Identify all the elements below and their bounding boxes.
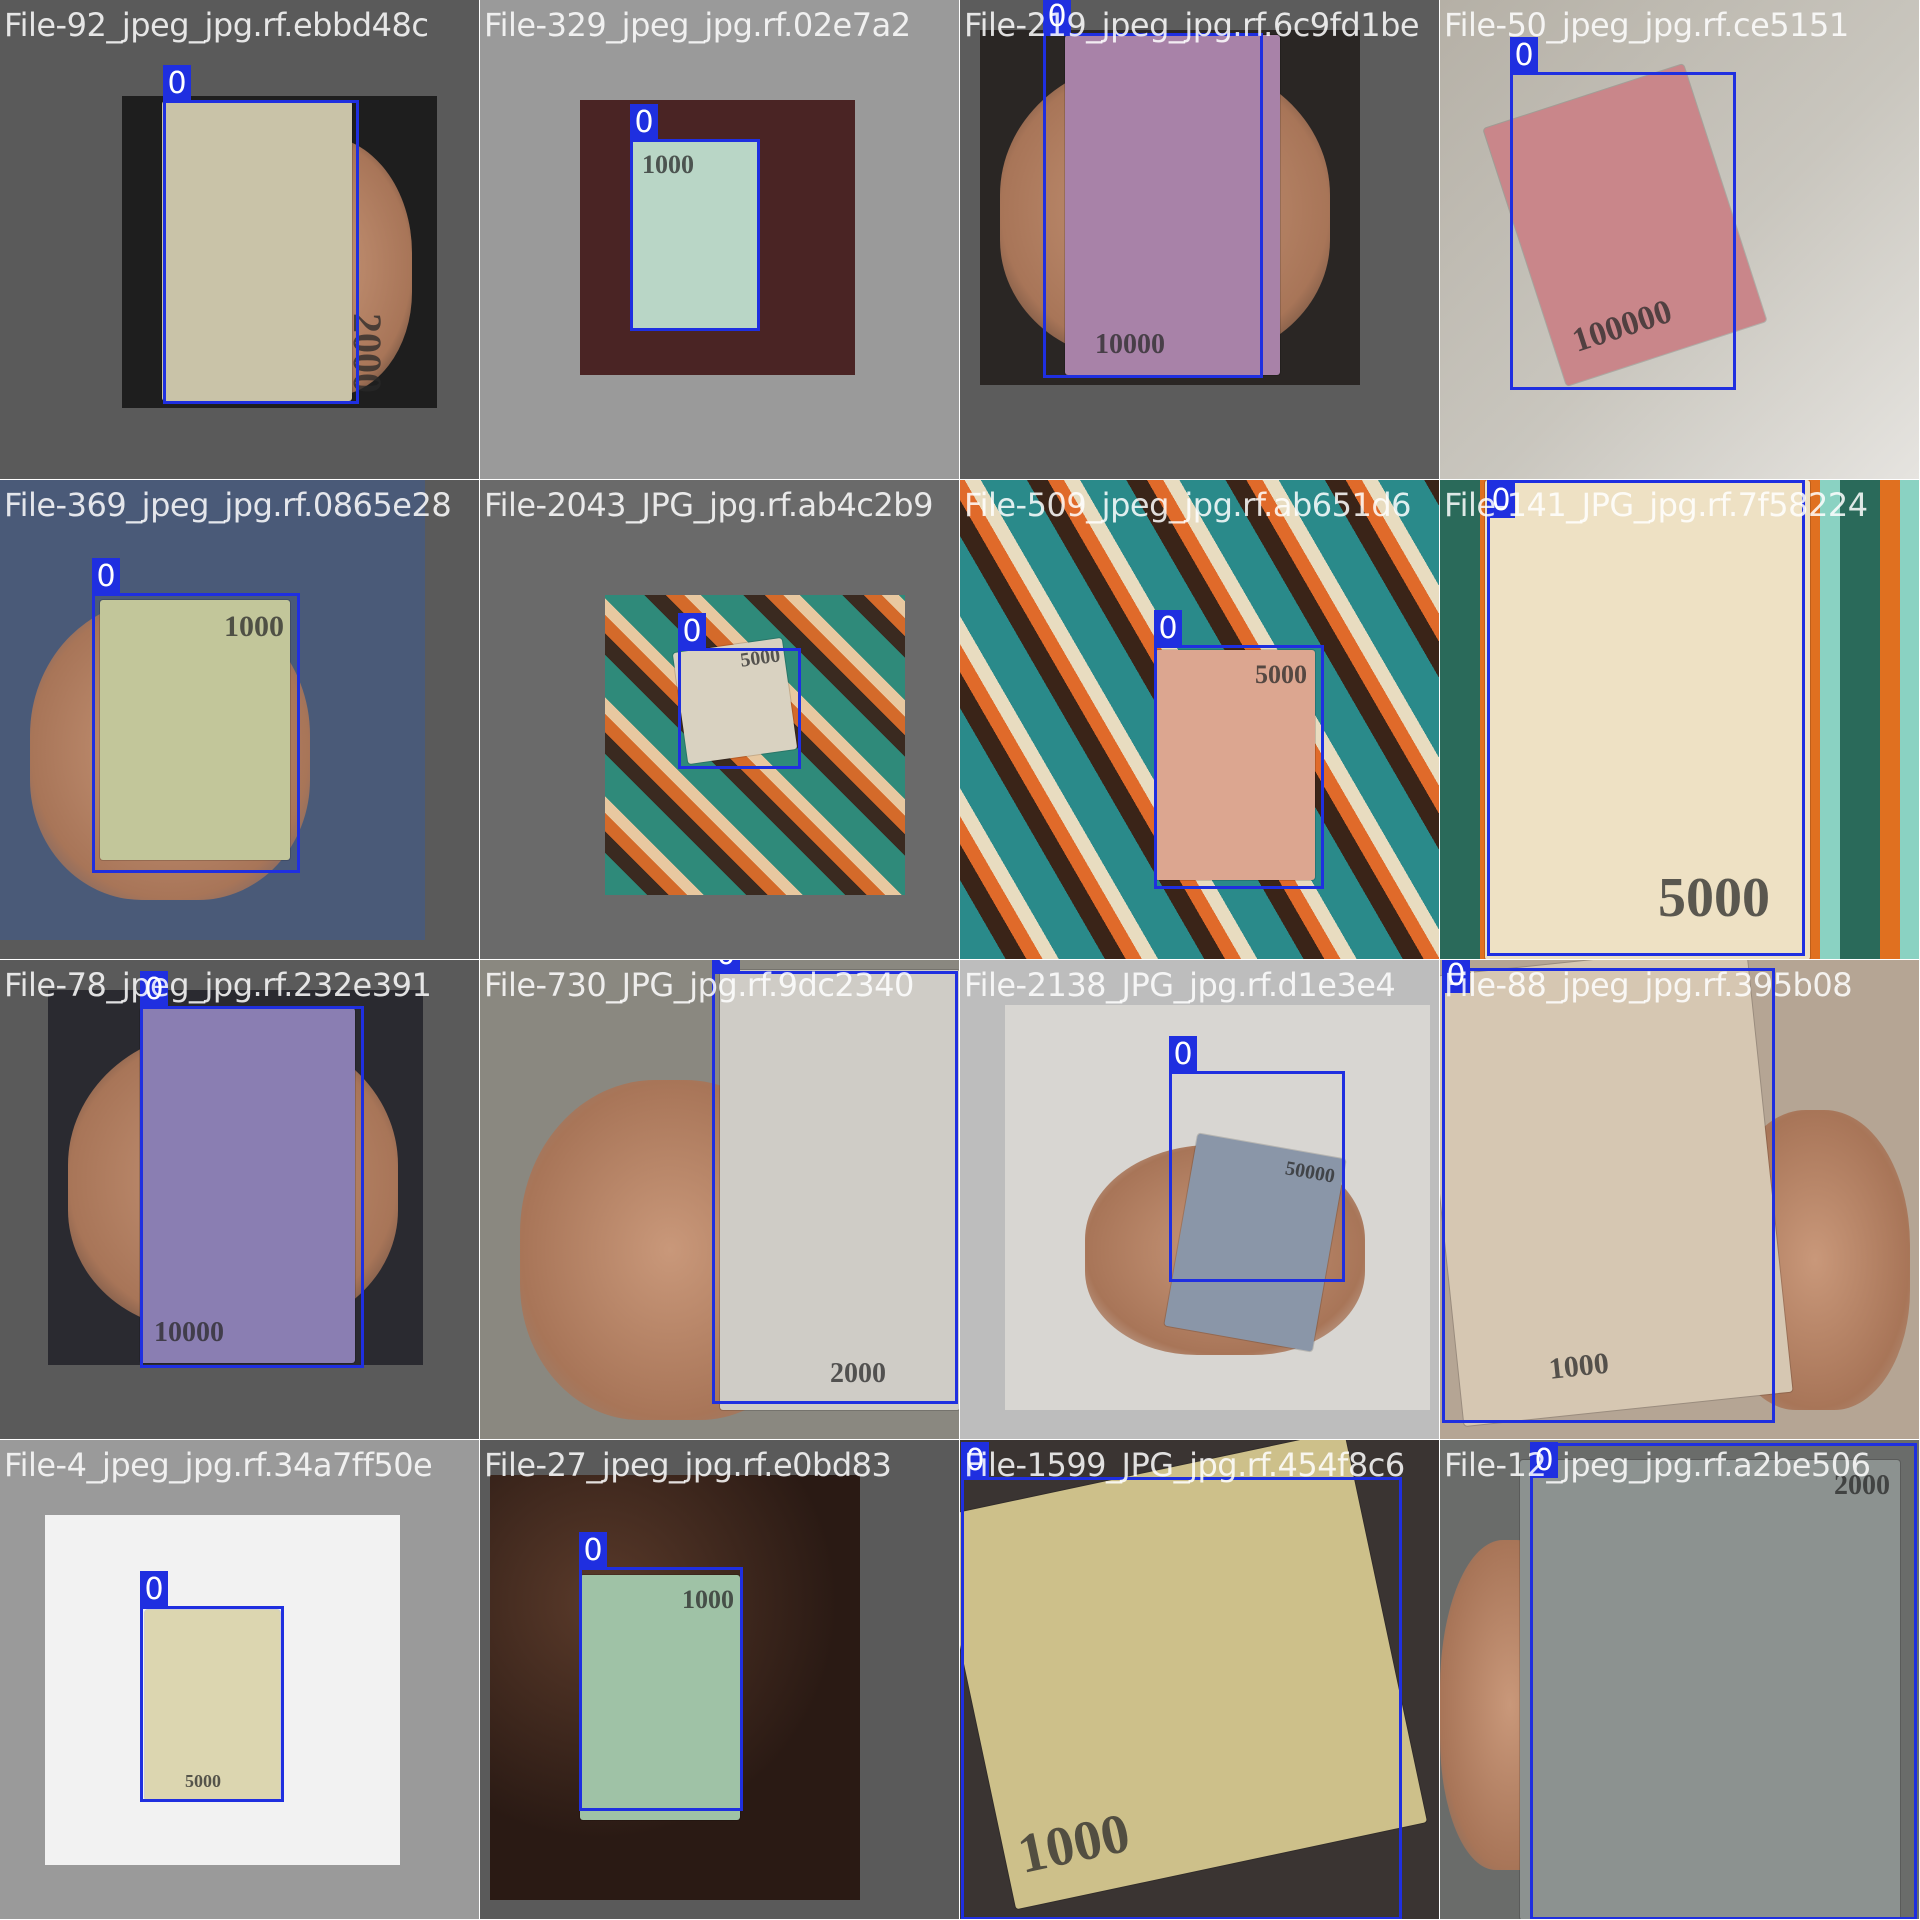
- photo: 5000: [45, 1515, 400, 1865]
- banknote: 5000: [145, 1610, 280, 1800]
- mosaic-tile: 100000 0 File-50_jpeg_jpg.rf.ce5151: [1440, 0, 1920, 480]
- bounding-box: 0: [92, 558, 300, 873]
- filename-label: File-2138_JPG_jpg.rf.d1e3e4: [964, 966, 1396, 1004]
- bounding-box: 0: [1530, 1442, 1917, 1919]
- mosaic-tile: 1000 0 File-329_jpeg_jpg.rf.02e7a2: [480, 0, 960, 480]
- photo: 5000: [1440, 480, 1919, 959]
- mosaic-tile: 5000 0 File-509_jpeg_jpg.rf.ab651d6: [960, 480, 1440, 960]
- banknote: 1000: [100, 600, 290, 860]
- banknote: 10000: [1065, 35, 1280, 375]
- note-value: 5000: [1658, 867, 1770, 929]
- bounding-box: 0: [1442, 960, 1775, 1423]
- class-label: 0: [1510, 37, 1538, 73]
- mosaic-tile: 50000 0 File-2138_JPG_jpg.rf.d1e3e4: [960, 960, 1440, 1440]
- bounding-box: 0: [630, 104, 760, 331]
- note-value: 10000: [1095, 329, 1165, 360]
- bounding-box: 0: [1154, 610, 1324, 889]
- banknote: 2000: [720, 970, 959, 1410]
- banknote: 2000: [1520, 1460, 1900, 1919]
- filename-label: File-4_jpeg_jpg.rf.34a7ff50e: [4, 1446, 433, 1484]
- note-value: 5000: [1255, 660, 1307, 689]
- class-label: 0: [1442, 960, 1470, 993]
- class-label: 0: [579, 1532, 607, 1568]
- mosaic-tile: 5000 0 File-141_JPG_jpg.rf.7f58224: [1440, 480, 1920, 960]
- mosaic-tile: 2000 0 File-730_JPG_jpg.rf.9dc2340: [480, 960, 960, 1440]
- class-label: 0: [961, 1442, 989, 1478]
- class-label: 0: [1487, 482, 1515, 518]
- bounding-box: 0: [140, 971, 364, 1368]
- mosaic-tile: 1000 0 File-88_jpeg_jpg.rf.395b08: [1440, 960, 1920, 1440]
- photo: 1000: [580, 100, 855, 375]
- class-label: 0: [630, 104, 658, 140]
- class-label: 0: [140, 971, 168, 1007]
- note-value: 5000: [185, 1771, 221, 1791]
- bounding-box: 0: [163, 65, 359, 404]
- filename-label: File-2043_JPG_jpg.rf.ab4c2b9: [484, 486, 933, 524]
- photo: 1000: [0, 480, 425, 940]
- bounding-box: 0: [1169, 1036, 1345, 1282]
- mosaic-tile: 1000 0 File-27_jpeg_jpg.rf.e0bd83: [480, 1440, 960, 1920]
- banknote: 2000: [162, 101, 390, 401]
- photo: 5000: [960, 480, 1439, 959]
- mosaic-tile: 2000 0 File-92_jpeg_jpg.rf.ebbd48c: [0, 0, 480, 480]
- bounding-box: 0: [579, 1532, 743, 1811]
- note-value: 2000: [830, 1358, 886, 1389]
- photo: 1000: [490, 1475, 860, 1900]
- banknote: 5000: [1485, 480, 1810, 959]
- bounding-box: 0: [678, 613, 801, 769]
- mosaic-tile: 10000 0 File-78_jpeg_jpg.rf.232e391: [0, 960, 480, 1440]
- photo: 100000: [1440, 0, 1919, 479]
- note-value: 1000: [642, 150, 694, 179]
- class-label: 0: [1169, 1036, 1197, 1072]
- photo: 1000: [960, 1440, 1439, 1919]
- bounding-box: 0: [1487, 480, 1805, 956]
- class-label: 0: [163, 65, 191, 101]
- photo: 2000: [122, 96, 437, 408]
- bounding-box: 0: [140, 1571, 284, 1802]
- class-label: 0: [1154, 610, 1182, 646]
- class-label: 0: [1043, 0, 1071, 34]
- bounding-box: 0: [712, 960, 958, 1404]
- banknote: 1000: [632, 140, 758, 330]
- photo: 5000: [605, 595, 905, 895]
- mosaic-tile: 2000 0 File-12_jpeg_jpg.rf.a2be506: [1440, 1440, 1920, 1920]
- class-label: 0: [1530, 1442, 1558, 1478]
- photo: 2000: [480, 960, 959, 1439]
- bounding-box: 0: [1510, 37, 1736, 390]
- note-value: 1000: [682, 1585, 734, 1614]
- filename-label: File-329_jpeg_jpg.rf.02e7a2: [484, 6, 911, 44]
- note-value: 10000: [154, 1317, 224, 1348]
- mosaic-tile: 5000 0 File-4_jpeg_jpg.rf.34a7ff50e: [0, 1440, 480, 1920]
- class-label: 0: [140, 1571, 168, 1607]
- banknote: 5000: [1155, 650, 1315, 880]
- mosaic-tile: 1000 0 File-369_jpeg_jpg.rf.0865e28: [0, 480, 480, 960]
- class-label: 0: [92, 558, 120, 594]
- mosaic-tile: 5000 0 File-2043_JPG_jpg.rf.ab4c2b9: [480, 480, 960, 960]
- mosaic-tile: 10000 0 File-219_jpeg_jpg.rf.6c9fd1be: [960, 0, 1440, 480]
- bounding-box: 0: [961, 1442, 1402, 1919]
- photo: 10000: [48, 990, 423, 1365]
- note-value: 1000: [224, 610, 284, 643]
- banknote: 10000: [140, 1008, 355, 1363]
- photo: 1000: [1440, 960, 1919, 1439]
- note-value: 2000: [1834, 1470, 1890, 1501]
- bounding-box: 0: [1043, 0, 1263, 378]
- class-label: 0: [678, 613, 706, 649]
- filename-label: File-92_jpeg_jpg.rf.ebbd48c: [4, 6, 429, 44]
- photo: 2000: [1440, 1440, 1919, 1919]
- mosaic-tile: 1000 0 File-1599_JPG_jpg.rf.454f8c6: [960, 1440, 1440, 1920]
- class-label: 0: [712, 960, 740, 972]
- banknote: 1000: [580, 1575, 740, 1820]
